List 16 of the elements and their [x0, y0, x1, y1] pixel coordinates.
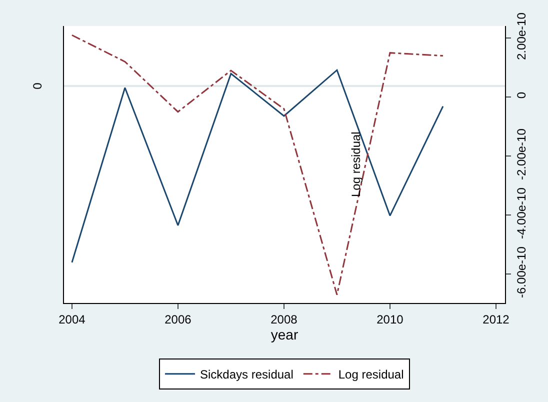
y2-tick-label: 2.00e-10 [514, 12, 528, 60]
y2-tick-label: -2.00e-10 [514, 128, 528, 180]
x-tick-label: 2006 [164, 312, 192, 326]
x-tick-label: 2012 [482, 312, 510, 326]
y2-tick-label: 0 [514, 92, 528, 99]
x-tick-label: 2010 [376, 312, 404, 326]
line-series [71, 34, 444, 296]
legend-label: Sickdays residual [200, 368, 294, 382]
x-tick-label: 2004 [58, 312, 86, 326]
text: 0 [30, 82, 44, 90]
legend-label: Log residual [338, 368, 404, 382]
y2-tick-label: -6.00e-10 [514, 246, 528, 298]
y2-axis-title: Log residual [349, 132, 364, 198]
y2-tick-label: -4.00e-10 [514, 187, 528, 239]
x-tick-label: 2008 [270, 312, 298, 326]
x-axis-title: year [270, 326, 298, 342]
